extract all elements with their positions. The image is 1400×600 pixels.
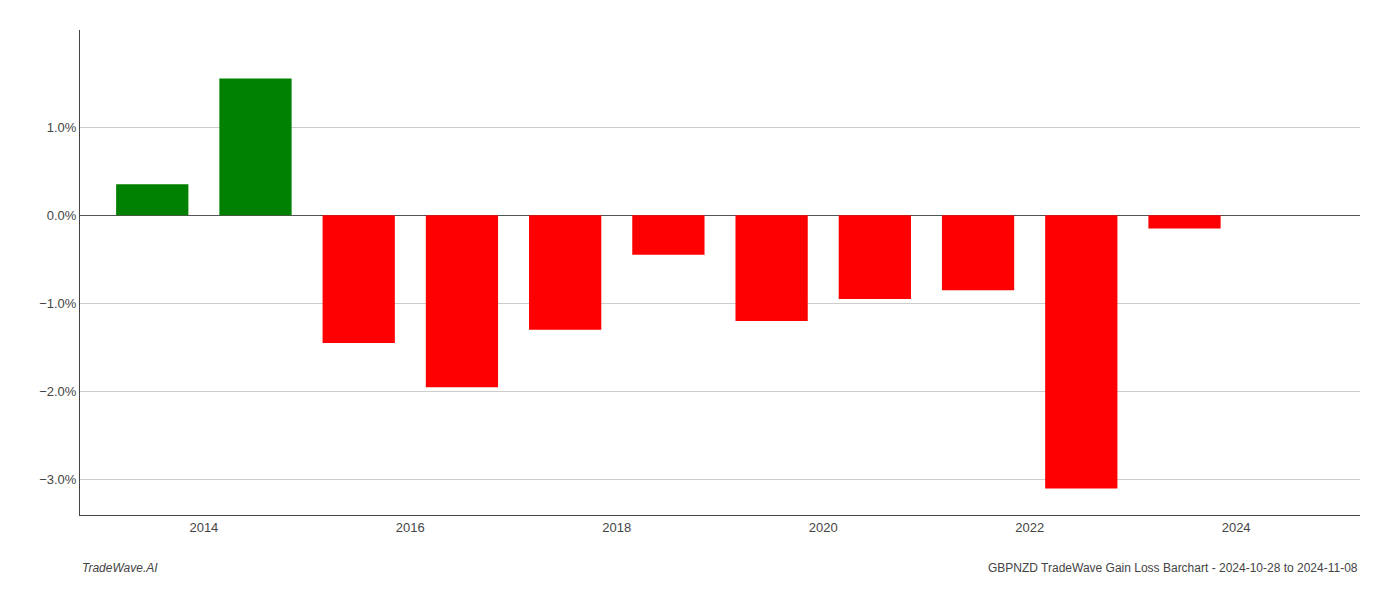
- svg-text:−1.0%: −1.0%: [39, 296, 77, 311]
- svg-text:2016: 2016: [396, 520, 425, 535]
- svg-text:0.0%: 0.0%: [47, 208, 77, 223]
- svg-text:−2.0%: −2.0%: [39, 384, 77, 399]
- svg-text:2024: 2024: [1222, 520, 1251, 535]
- svg-text:TradeWave.AI: TradeWave.AI: [82, 561, 158, 575]
- svg-text:1.0%: 1.0%: [47, 120, 77, 135]
- svg-text:2014: 2014: [189, 520, 218, 535]
- svg-text:GBPNZD TradeWave Gain Loss Bar: GBPNZD TradeWave Gain Loss Barchart - 20…: [988, 561, 1358, 575]
- svg-text:−3.0%: −3.0%: [39, 472, 77, 487]
- svg-text:2022: 2022: [1015, 520, 1044, 535]
- svg-text:2020: 2020: [809, 520, 838, 535]
- svg-text:2018: 2018: [602, 520, 631, 535]
